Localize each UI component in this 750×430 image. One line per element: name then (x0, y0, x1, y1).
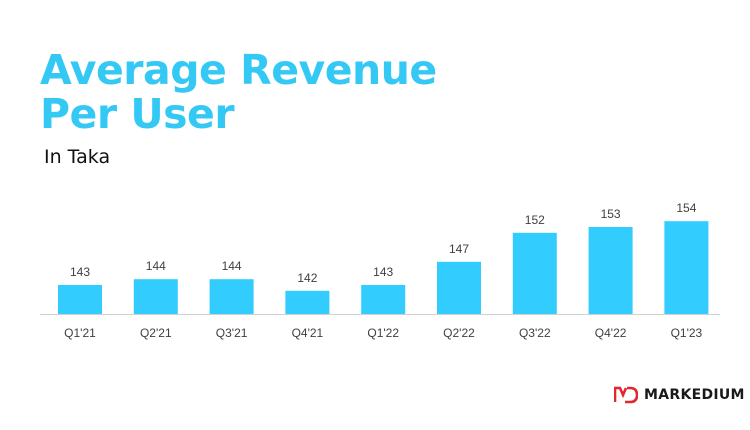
chart-title-line-2: Per User (40, 90, 235, 138)
chart-title: Average Revenue Per User (40, 48, 437, 136)
x-tick-label-5: Q2'22 (443, 326, 475, 340)
chart-subtitle: In Taka (44, 146, 111, 168)
bar-7 (588, 227, 633, 314)
bar-8 (664, 221, 709, 314)
bar-6 (512, 232, 557, 314)
data-label-1: 144 (146, 259, 166, 273)
data-label-7: 153 (601, 207, 621, 221)
x-tick-label-1: Q2'21 (140, 326, 172, 340)
chart-title-line-1: Average Revenue (40, 46, 437, 94)
data-label-0: 143 (70, 265, 90, 279)
x-tick-label-8: Q1'23 (671, 326, 703, 340)
data-label-2: 144 (222, 259, 242, 273)
x-tick-label-7: Q4'22 (595, 326, 627, 340)
x-tick-label-3: Q4'21 (292, 326, 324, 340)
data-label-8: 154 (676, 201, 696, 215)
x-tick-label-4: Q1'22 (367, 326, 399, 340)
x-tick-label-6: Q3'22 (519, 326, 551, 340)
bar-5 (437, 261, 481, 314)
brand-footer: MARKEDIUM (614, 386, 745, 404)
bar-4 (361, 285, 406, 314)
x-tick-label-2: Q3'21 (216, 326, 248, 340)
bar-3 (285, 290, 330, 314)
bar-0 (58, 285, 102, 314)
bar-2 (209, 279, 254, 314)
data-label-5: 147 (449, 242, 469, 256)
markedium-logo-icon (614, 386, 638, 404)
brand-name: MARKEDIUM (644, 387, 745, 403)
data-label-3: 142 (297, 271, 317, 285)
x-tick-label-0: Q1'21 (64, 326, 96, 340)
bar-1 (133, 279, 178, 314)
data-label-4: 143 (373, 265, 393, 279)
data-label-6: 152 (525, 213, 545, 227)
